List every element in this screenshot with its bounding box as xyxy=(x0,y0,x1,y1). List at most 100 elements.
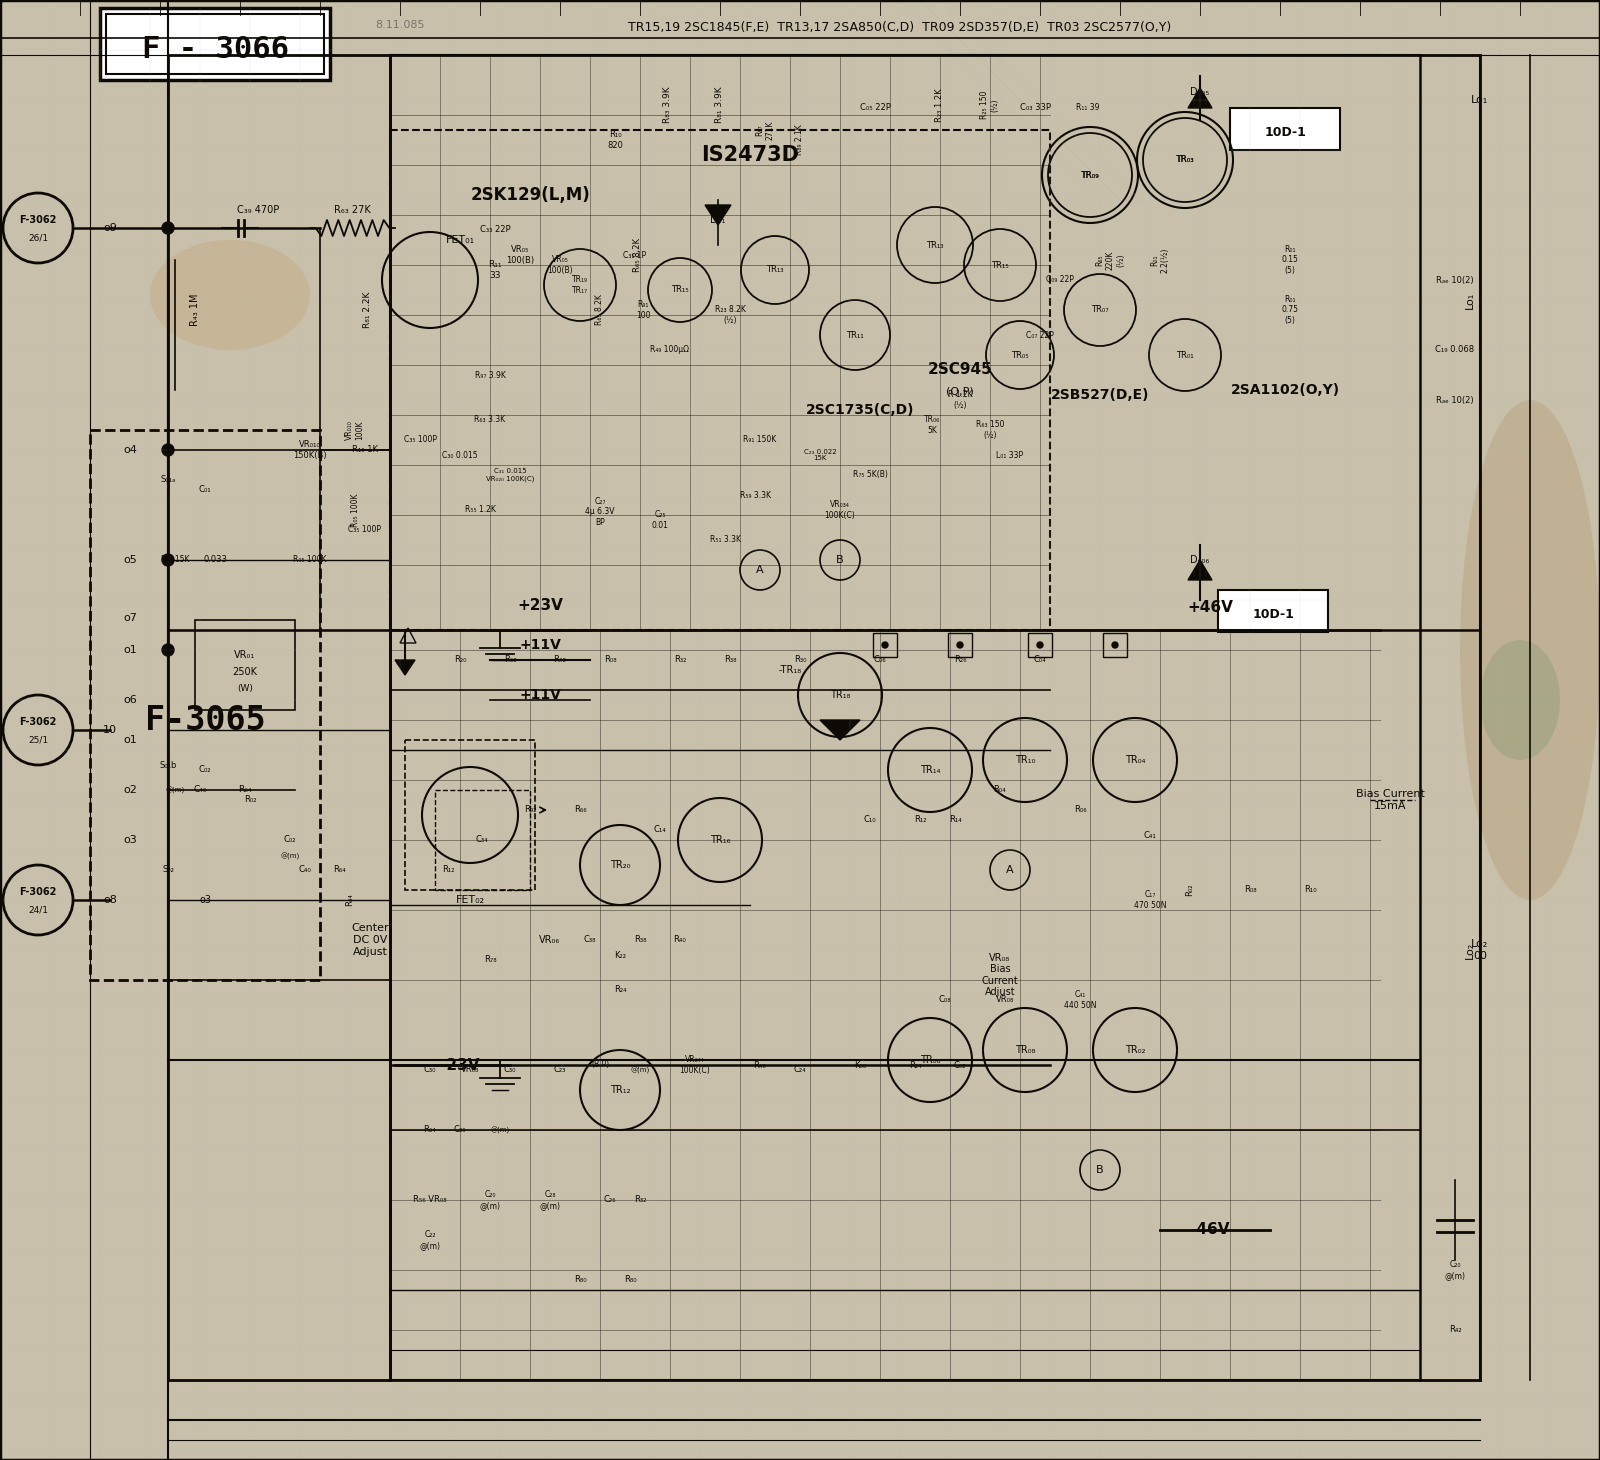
Text: C₄₁: C₄₁ xyxy=(1144,831,1157,839)
Text: F-3062: F-3062 xyxy=(19,717,56,727)
Text: (Q,P): (Q,P) xyxy=(946,387,974,397)
Bar xyxy=(435,790,530,891)
Bar xyxy=(195,620,294,710)
Text: R₀₈: R₀₈ xyxy=(1243,886,1256,895)
Ellipse shape xyxy=(150,239,310,350)
Text: S₀₁b: S₀₁b xyxy=(160,761,176,769)
Text: 2SA1102(O,Y): 2SA1102(O,Y) xyxy=(1230,383,1339,397)
Text: TR₁₄: TR₁₄ xyxy=(920,765,941,775)
Text: S₀₂: S₀₂ xyxy=(162,866,174,875)
Text: o8: o8 xyxy=(102,895,117,905)
Text: D₀₁: D₀₁ xyxy=(710,215,726,225)
Text: F-3062: F-3062 xyxy=(19,215,56,225)
Text: TR₁₂: TR₁₂ xyxy=(610,1085,630,1095)
Text: R₀₂: R₀₂ xyxy=(243,796,256,804)
Text: TR₁₃: TR₁₃ xyxy=(926,241,944,250)
Text: R₈₁ 2.2K: R₈₁ 2.2K xyxy=(363,292,373,328)
Bar xyxy=(874,634,898,657)
Text: Lo₁: Lo₁ xyxy=(1472,95,1488,105)
Text: R₀₁ 15K: R₀₁ 15K xyxy=(160,555,189,565)
Text: C₃₉ 470P: C₃₉ 470P xyxy=(237,204,278,215)
Text: R₄₃ 1M: R₄₃ 1M xyxy=(190,293,200,326)
Text: R₉₇ 3.9K: R₉₇ 3.9K xyxy=(475,371,506,380)
Text: VR₀₅
100(B): VR₀₅ 100(B) xyxy=(506,245,534,264)
Text: TR₀₉: TR₀₉ xyxy=(1082,171,1099,180)
Text: R₂₀: R₂₀ xyxy=(454,656,466,664)
Text: R₄₂: R₄₂ xyxy=(1448,1326,1461,1334)
Bar xyxy=(1230,108,1341,150)
Text: R₆₆: R₆₆ xyxy=(574,806,586,815)
Text: D₆₀₆: D₆₀₆ xyxy=(1190,555,1210,565)
Text: C₂₀
@(m): C₂₀ @(m) xyxy=(480,1190,501,1210)
Text: C₃₀: C₃₀ xyxy=(504,1066,517,1075)
Text: R₅₁ 3.3K: R₅₁ 3.3K xyxy=(709,536,741,545)
Text: C₁₉ 0.068: C₁₉ 0.068 xyxy=(1435,346,1475,355)
Text: VR₀₆: VR₀₆ xyxy=(539,934,560,945)
Polygon shape xyxy=(1187,561,1213,580)
Text: IS2473D: IS2473D xyxy=(701,145,798,165)
Text: K₂₂: K₂₂ xyxy=(614,950,626,959)
Text: +46V: +46V xyxy=(1187,600,1234,616)
Text: R₁₀
820: R₁₀ 820 xyxy=(606,130,622,150)
Circle shape xyxy=(882,642,888,648)
Text: R₅₉ 3.3K: R₅₉ 3.3K xyxy=(739,491,771,499)
Text: R₈₀: R₈₀ xyxy=(624,1276,637,1285)
Text: R₆₅ 8.2K: R₆₅ 8.2K xyxy=(634,238,643,272)
Text: C₃₈: C₃₈ xyxy=(584,936,597,945)
Circle shape xyxy=(162,444,174,456)
Text: R₃₂: R₃₂ xyxy=(634,1196,646,1204)
Text: 10: 10 xyxy=(102,726,117,734)
Text: -TR₁₈: -TR₁₈ xyxy=(779,664,802,675)
Text: 2SK129(L,M): 2SK129(L,M) xyxy=(470,185,590,204)
Text: R₄₉ 100μΩ: R₄₉ 100μΩ xyxy=(651,346,690,355)
Text: R₆₄: R₆₄ xyxy=(424,1126,437,1134)
Text: 10D-1: 10D-1 xyxy=(1264,126,1306,139)
Text: VR₀₁₀
100K: VR₀₁₀ 100K xyxy=(346,420,365,439)
Text: C₂₇
4μ 6.3V
BP: C₂₇ 4μ 6.3V BP xyxy=(586,496,614,527)
Text: TR₁₅: TR₁₅ xyxy=(990,260,1010,270)
Ellipse shape xyxy=(1459,400,1600,899)
Text: C₃₃ 22P: C₃₃ 22P xyxy=(480,225,510,235)
Text: R₀₁
0.15
(5): R₀₁ 0.15 (5) xyxy=(1282,245,1299,274)
Text: o1: o1 xyxy=(123,645,138,656)
Text: R₆₅ 8.2K: R₆₅ 8.2K xyxy=(595,295,605,326)
Text: Center
DC 0V
Adjust: Center DC 0V Adjust xyxy=(350,923,389,956)
Text: C₃₅ 100P: C₃₅ 100P xyxy=(349,526,381,534)
Text: C₀₉ 22P: C₀₉ 22P xyxy=(1046,276,1074,285)
Text: @(m): @(m) xyxy=(490,1126,510,1133)
Polygon shape xyxy=(1187,88,1213,108)
Text: R₃₀: R₃₀ xyxy=(794,656,806,664)
Circle shape xyxy=(162,644,174,656)
Bar xyxy=(390,130,1050,631)
Circle shape xyxy=(162,553,174,566)
Text: R₈₃ 3.9K: R₈₃ 3.9K xyxy=(664,86,672,123)
Text: 2SC1735(C,D): 2SC1735(C,D) xyxy=(806,403,914,418)
Text: TR₀₄: TR₀₄ xyxy=(1125,755,1146,765)
Text: TR₁₉
TR₁₇: TR₁₉ TR₁₇ xyxy=(573,276,589,295)
Text: +11V: +11V xyxy=(518,638,562,653)
Text: R₂₄: R₂₄ xyxy=(614,986,626,994)
Text: R₅₅ 1.2K: R₅₅ 1.2K xyxy=(464,505,496,514)
Text: R 1.2K
(½): R 1.2K (½) xyxy=(947,390,973,410)
Text: R₃₈: R₃₈ xyxy=(634,936,646,945)
Text: F-3065: F-3065 xyxy=(144,704,266,736)
Circle shape xyxy=(1112,642,1118,648)
Text: R₀₂: R₀₂ xyxy=(1186,883,1195,896)
Text: VR₀₄₄
100K(C): VR₀₄₄ 100K(C) xyxy=(680,1056,710,1075)
Text: o6: o6 xyxy=(123,695,138,705)
Text: @(m): @(m) xyxy=(280,853,299,860)
Text: R₀₄: R₀₄ xyxy=(994,785,1006,794)
Text: R₂₃ 8.2K
(½): R₂₃ 8.2K (½) xyxy=(715,305,746,324)
Bar xyxy=(1218,590,1328,632)
Ellipse shape xyxy=(1480,639,1560,761)
Text: C₀₁: C₀₁ xyxy=(198,486,211,495)
Text: o3: o3 xyxy=(123,835,138,845)
Text: Lo₁: Lo₁ xyxy=(1466,292,1475,308)
Text: o9: o9 xyxy=(102,223,117,234)
Text: R₅₆ VR₀₈: R₅₆ VR₀₈ xyxy=(413,1196,446,1204)
Text: TR₁₁: TR₁₁ xyxy=(846,330,864,340)
Text: C₀₈: C₀₈ xyxy=(939,996,952,1004)
Text: R₀₅ 100K: R₀₅ 100K xyxy=(350,493,360,527)
Text: R₆₃ 27K: R₆₃ 27K xyxy=(334,204,370,215)
Text: C₀₂: C₀₂ xyxy=(283,835,296,844)
